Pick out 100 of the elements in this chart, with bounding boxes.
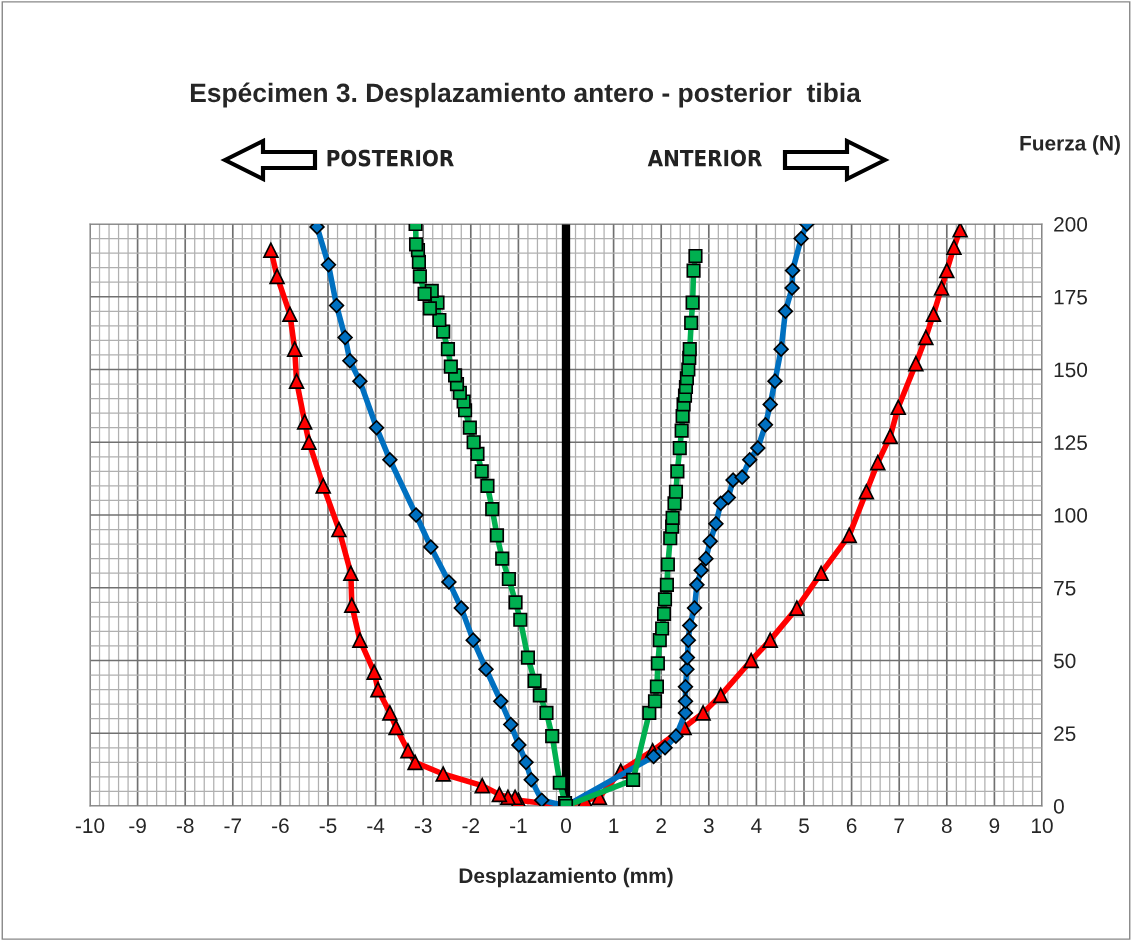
point: [520, 650, 536, 665]
point: [443, 359, 458, 374]
point: [478, 661, 494, 677]
point: [286, 341, 303, 357]
point: [858, 483, 875, 500]
point: [511, 737, 527, 753]
point: [527, 673, 542, 688]
y-tick-label: 175: [1054, 289, 1087, 305]
point: [784, 262, 801, 279]
point: [702, 533, 718, 549]
point: [513, 612, 528, 627]
point: [712, 687, 729, 704]
point: [939, 262, 955, 279]
point: [382, 452, 398, 468]
point: [918, 329, 934, 346]
point: [422, 301, 437, 316]
point: [925, 306, 942, 322]
point: [659, 577, 674, 592]
point: [665, 510, 680, 525]
point: [489, 528, 505, 543]
point: [435, 766, 451, 782]
chart-title: Espécimen 3. Desplazamiento antero - posterior tibia: [190, 82, 861, 108]
point: [762, 396, 778, 413]
point: [462, 420, 477, 435]
point: [626, 772, 641, 787]
point: [368, 419, 385, 436]
x-tick-label: 2: [656, 818, 666, 833]
x-tick-label: 5: [799, 818, 809, 834]
point: [657, 740, 673, 756]
point: [485, 502, 500, 517]
point: [689, 577, 705, 593]
y-tick-label: 0: [1053, 799, 1064, 814]
point: [870, 454, 886, 471]
point: [708, 516, 724, 532]
point: [441, 574, 457, 590]
point: [388, 719, 404, 736]
point: [532, 688, 547, 703]
x-tick-label: 3: [703, 818, 714, 834]
x-tick-label: 7: [894, 818, 904, 833]
point: [674, 423, 689, 438]
point: [677, 678, 694, 695]
x-tick-label: 4: [751, 818, 762, 833]
point: [534, 792, 550, 806]
text: ANTERIOR: [647, 149, 762, 167]
point: [495, 551, 510, 566]
y-tick-label: 100: [1054, 508, 1088, 523]
point: [952, 224, 968, 238]
point: [890, 399, 907, 416]
point: [647, 694, 663, 709]
point: [320, 257, 337, 273]
point: [742, 452, 758, 468]
point: [466, 435, 481, 450]
point: [789, 600, 805, 616]
point: [408, 507, 424, 523]
point: [417, 286, 432, 301]
point: [328, 297, 345, 314]
point: [491, 786, 508, 803]
point: [642, 705, 657, 720]
point: [539, 705, 554, 720]
point: [767, 373, 783, 389]
point: [734, 469, 750, 485]
x-tick-label: -7: [224, 818, 242, 833]
point: [793, 230, 809, 247]
point: [784, 280, 800, 296]
point: [908, 355, 924, 372]
point: [503, 716, 519, 733]
point: [523, 772, 539, 788]
point: [777, 303, 794, 320]
y-tick-label: 125: [1054, 435, 1087, 450]
point: [432, 312, 447, 328]
point: [342, 353, 358, 369]
point: [508, 595, 523, 610]
point: [682, 342, 697, 357]
point: [282, 306, 298, 322]
y-tick-label: 200: [1054, 217, 1088, 232]
y-tick-label: 50: [1053, 653, 1076, 669]
point: [480, 478, 495, 493]
x-tick-label: -4: [367, 818, 385, 833]
x-tick-label: -5: [319, 818, 337, 834]
point: [813, 565, 829, 581]
point: [695, 705, 711, 721]
x-axis-title: Desplazamiento (mm): [459, 867, 673, 888]
point: [263, 242, 279, 258]
y-axis-title: Fuerza (N): [1020, 135, 1120, 155]
point: [682, 617, 698, 634]
point: [352, 632, 368, 648]
point: [474, 777, 491, 794]
point: [655, 621, 670, 636]
x-tick-label: 1: [609, 818, 619, 833]
point: [677, 693, 694, 709]
point: [946, 239, 962, 256]
point: [407, 754, 423, 771]
point: [743, 652, 759, 669]
x-tick-label: 0: [561, 818, 571, 834]
point: [773, 341, 789, 357]
point: [656, 606, 672, 622]
point: [680, 632, 697, 648]
point: [657, 592, 673, 607]
x-tick-label: -1: [510, 818, 527, 833]
x-tick-label: -2: [462, 818, 480, 833]
